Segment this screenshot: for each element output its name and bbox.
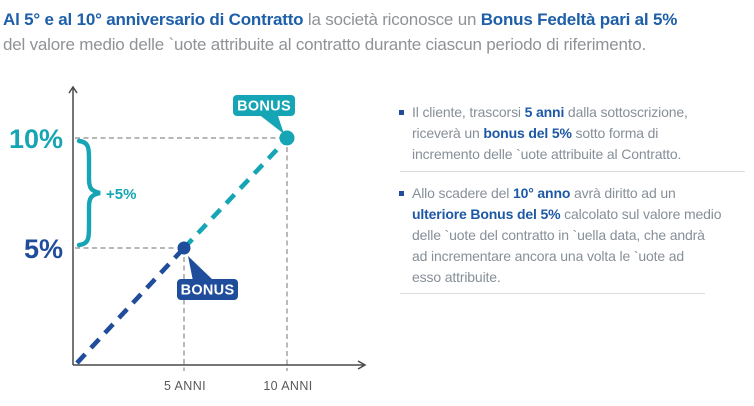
growth-line-navy-segment <box>75 246 186 365</box>
y-axis-arrow-icon <box>68 85 78 94</box>
bonus-callout-top-label: BONUS <box>237 99 291 115</box>
bullet-item-5-anni: Il cliente, trascorsi 5 anni dalla sotto… <box>399 102 749 165</box>
x-axis-arrow-icon <box>357 360 367 370</box>
bullet-square-icon <box>399 110 404 115</box>
bullet-square-icon <box>399 191 404 196</box>
title-regular: la società riconosce un <box>307 10 481 29</box>
bonus-callout-top: BONUS <box>233 95 295 134</box>
bonus-callout-bottom-tail <box>188 256 214 281</box>
x-label-5anni: 5 ANNI <box>164 379 206 393</box>
page-title: Al 5° e al 10° anniversario di Contratto… <box>3 7 753 57</box>
divider <box>400 293 705 294</box>
y-label-5pct: 5% <box>24 234 63 264</box>
title-bold-anniversary: Al 5° e al 10° anniversario di Contratto <box>3 10 308 29</box>
bonus-chart: +5% 10% 5% BONUS BONUS 5 ANNI 10 ANNI <box>0 80 390 406</box>
data-point-5anni <box>177 241 191 255</box>
delta-label: +5% <box>106 186 136 203</box>
title-line-2-text: del valore medio delle `uote attribuite … <box>3 35 647 54</box>
bullet-item-10-anno: Allo scadere del 10° anno avrà diritto a… <box>399 183 749 288</box>
bonus-callout-bottom-bubble <box>177 279 238 300</box>
bullet-1-text: Il cliente, trascorsi 5 anni dalla sotto… <box>412 104 688 162</box>
title-line-1: Al 5° e al 10° anniversario di Contratto… <box>3 7 753 32</box>
bonus-callout-top-bubble <box>233 95 295 116</box>
guide-lines <box>75 137 288 371</box>
title-line-2: del valore medio delle `uote attribuite … <box>3 32 753 57</box>
divider <box>400 171 745 172</box>
bonus-callout-bottom-label: BONUS <box>181 283 235 299</box>
y-label-10pct: 10% <box>9 124 63 154</box>
bonus-callout-bottom: BONUS <box>177 256 238 300</box>
brace-icon <box>76 138 101 248</box>
title-bold-bonus: Bonus Fedeltà pari al 5% <box>480 10 678 29</box>
growth-line-teal-segment <box>182 139 287 250</box>
bullet-2-text: Allo scadere del 10° anno avrà diritto a… <box>412 185 722 285</box>
x-label-10anni: 10 ANNI <box>263 379 312 393</box>
data-point-10anni <box>279 130 295 146</box>
bonus-chart-svg: +5% 10% 5% BONUS BONUS 5 ANNI 10 ANNI <box>9 85 367 393</box>
bullet-list: Il cliente, trascorsi 5 anni dalla sotto… <box>399 102 749 294</box>
bonus-callout-top-tail <box>257 113 284 134</box>
axes <box>68 85 367 370</box>
